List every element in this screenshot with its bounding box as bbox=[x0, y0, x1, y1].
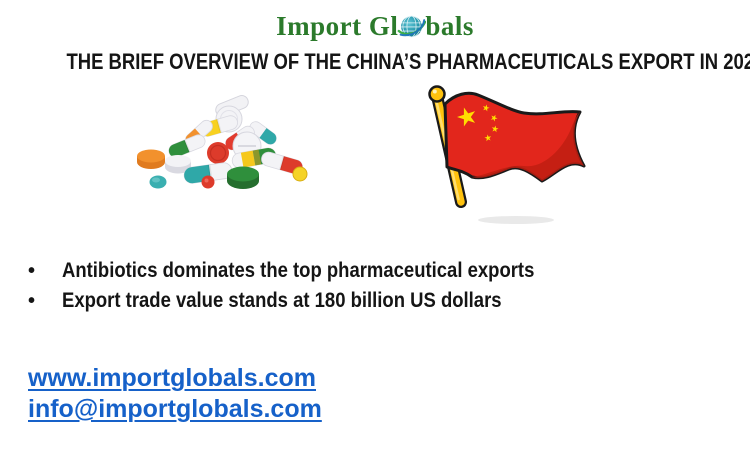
page-title-text: THE BRIEF OVERVIEW OF THE CHINA’S PHARMA… bbox=[66, 49, 750, 74]
email-link[interactable]: info@importglobals.com bbox=[28, 395, 322, 423]
pills-illustration bbox=[126, 93, 321, 213]
contact-links: www.importglobals.com info@importglobals… bbox=[28, 363, 322, 425]
bullet-text-trade-value: Export trade value stands at 180 billion… bbox=[62, 289, 502, 312]
bullet-item: • Export trade value stands at 180 billi… bbox=[28, 286, 599, 316]
globe-icon bbox=[397, 12, 427, 41]
website-link[interactable]: www.importglobals.com bbox=[28, 364, 316, 392]
bullet-marker: • bbox=[28, 290, 36, 312]
bullet-text-antibiotics: Antibiotics dominates the top pharmaceut… bbox=[62, 259, 535, 282]
china-flag-illustration bbox=[420, 82, 605, 227]
bullet-list: • Antibiotics dominates the top pharmace… bbox=[28, 256, 599, 316]
logo-text-after: bals bbox=[425, 11, 474, 41]
bullet-item: • Antibiotics dominates the top pharmace… bbox=[28, 256, 599, 286]
page-title: THE BRIEF OVERVIEW OF THE CHINA’S PHARMA… bbox=[0, 49, 750, 75]
bullet-marker: • bbox=[28, 260, 36, 282]
logo: Import Gl bals bbox=[0, 8, 750, 44]
logo-text-before: Import Gl bbox=[276, 11, 399, 41]
